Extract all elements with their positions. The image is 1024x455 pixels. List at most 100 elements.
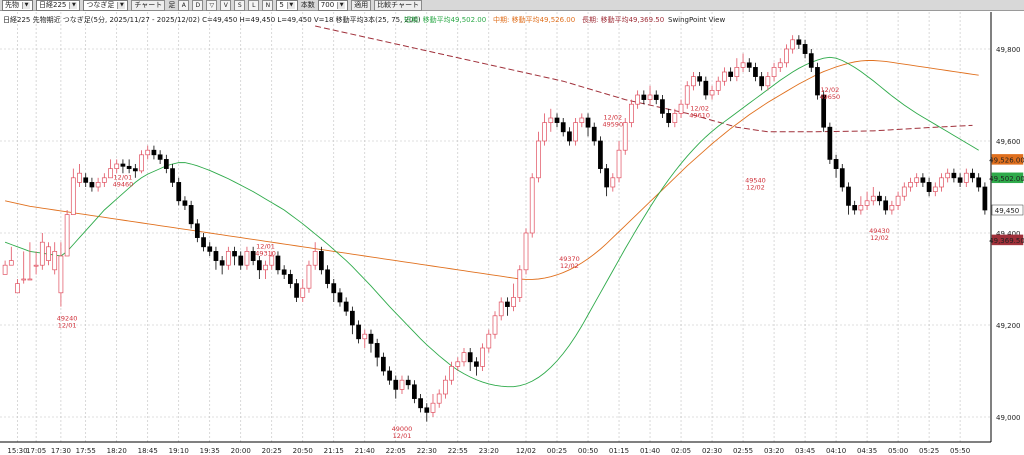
x-tick-label: 03:20 bbox=[764, 447, 784, 455]
candle-down bbox=[728, 71, 734, 77]
y-axis-ticks: 49,800 49,600 49,400 49,200 49,000 bbox=[996, 46, 1021, 422]
candle-up bbox=[225, 251, 231, 266]
candle-down bbox=[753, 67, 758, 77]
candle-down bbox=[163, 159, 169, 169]
y-tick-label: 49,600 bbox=[996, 138, 1021, 146]
candlestick-chart[interactable]: 日経225 先物期近 つなぎ足(5分, 2025/11/27 - 2025/12… bbox=[0, 12, 1024, 455]
candle-up bbox=[771, 67, 777, 77]
x-tick-label: 22:55 bbox=[448, 447, 468, 455]
candle-down bbox=[213, 251, 219, 261]
candle-up bbox=[939, 177, 944, 188]
candle-up bbox=[486, 333, 492, 349]
x-tick-label: 02:05 bbox=[671, 447, 691, 455]
candle-up bbox=[15, 283, 20, 294]
swing-point-annotations: 4924012/0112/014946012/01493104900012/01… bbox=[57, 86, 890, 440]
swing-point-date: 12/02 bbox=[870, 234, 889, 242]
candle-up bbox=[709, 90, 715, 96]
candle-up bbox=[536, 140, 541, 179]
candle-up bbox=[114, 163, 120, 169]
candle-up bbox=[895, 195, 901, 206]
candle-up bbox=[715, 80, 721, 91]
candle-up bbox=[108, 168, 113, 179]
toggle-l-button[interactable]: L bbox=[248, 0, 260, 11]
swing-point-date: 12/02 bbox=[603, 114, 622, 122]
candle-down bbox=[256, 260, 262, 271]
x-tick-label: 00:25 bbox=[547, 447, 567, 455]
candle-down bbox=[132, 168, 138, 172]
mode-select[interactable]: つなぎ足 ▼ bbox=[83, 0, 129, 11]
candle-down bbox=[957, 177, 963, 183]
x-tick-label: 15:30 bbox=[7, 447, 27, 455]
candle-down bbox=[374, 343, 380, 358]
chart-type-button[interactable]: チャート bbox=[131, 0, 166, 11]
candle-down bbox=[474, 361, 479, 367]
candle-down bbox=[120, 163, 126, 167]
compare-chart-button[interactable]: 比較チャート bbox=[374, 0, 423, 11]
x-tick-label: 20:50 bbox=[293, 447, 313, 455]
chevron-down-icon: ▼ bbox=[117, 1, 126, 9]
symbol-select[interactable]: 日経225 ▼ bbox=[36, 0, 81, 11]
candle-down bbox=[846, 186, 851, 206]
instrument-select[interactable]: 先物 ▼ bbox=[2, 0, 33, 11]
candle-down bbox=[275, 255, 281, 271]
candle-up bbox=[622, 122, 628, 151]
toggle-n-button[interactable]: N bbox=[262, 0, 274, 11]
instrument-value: 先物 bbox=[5, 0, 19, 9]
x-tick-label: 12/02 bbox=[516, 447, 536, 455]
x-tick-label: 01:40 bbox=[640, 447, 660, 455]
candle-down bbox=[405, 379, 411, 386]
swing-point-value: 49460 bbox=[113, 180, 134, 188]
price-tag-label: 49,526.00 bbox=[989, 156, 1024, 164]
candle-down bbox=[982, 186, 988, 211]
candle-up bbox=[864, 200, 870, 206]
candle-down bbox=[356, 324, 361, 340]
candle-down bbox=[287, 274, 293, 284]
candle-up bbox=[27, 278, 33, 281]
period-select[interactable]: 5 ▼ bbox=[276, 0, 298, 11]
bar-type-label: 足 bbox=[168, 0, 176, 9]
candle-down bbox=[368, 333, 374, 344]
candle-down bbox=[157, 154, 163, 160]
x-tick-label: 02:55 bbox=[733, 447, 753, 455]
ma-long-line bbox=[315, 25, 973, 133]
toggle-s-button[interactable]: S bbox=[234, 0, 246, 11]
candle-down bbox=[337, 292, 343, 303]
candle-up bbox=[21, 278, 27, 281]
candle-down bbox=[151, 149, 157, 156]
candle-down bbox=[505, 301, 510, 307]
x-tick-label: 20:00 bbox=[231, 447, 251, 455]
candle-up bbox=[678, 103, 684, 114]
candle-down bbox=[585, 117, 591, 128]
candle-up bbox=[455, 361, 461, 367]
candle-down bbox=[926, 182, 932, 192]
candle-up bbox=[579, 117, 585, 123]
candle-up bbox=[542, 122, 547, 142]
chevron-down-icon: ▼ bbox=[286, 1, 295, 9]
candle-down bbox=[591, 126, 597, 142]
candle-down bbox=[412, 384, 417, 399]
candle-up bbox=[529, 177, 535, 234]
candle-up bbox=[362, 333, 368, 340]
count-select[interactable]: 700 ▼ bbox=[317, 0, 349, 11]
x-tick-label: 22:05 bbox=[386, 447, 406, 455]
candle-up bbox=[145, 149, 151, 156]
swing-point-value: 49370 bbox=[559, 255, 580, 263]
candle-down bbox=[796, 39, 802, 45]
candle-down bbox=[821, 94, 827, 128]
price-tag-box bbox=[991, 204, 1024, 216]
candle-up bbox=[244, 251, 250, 266]
x-tick-label: 04:35 bbox=[857, 447, 877, 455]
candle-up bbox=[914, 177, 920, 183]
toggle-filter-button[interactable]: ▽ bbox=[206, 0, 218, 11]
candle-down bbox=[815, 67, 820, 96]
toggle-v-button[interactable]: V bbox=[220, 0, 232, 11]
toggle-a-button[interactable]: A bbox=[178, 0, 190, 11]
candle-up bbox=[269, 255, 275, 266]
candle-up bbox=[870, 195, 876, 202]
candle-up bbox=[901, 186, 907, 197]
apply-button[interactable]: 適用 bbox=[351, 0, 372, 11]
candle-up bbox=[306, 264, 312, 289]
toggle-d-button[interactable]: D bbox=[192, 0, 204, 11]
candle-up bbox=[734, 67, 740, 77]
